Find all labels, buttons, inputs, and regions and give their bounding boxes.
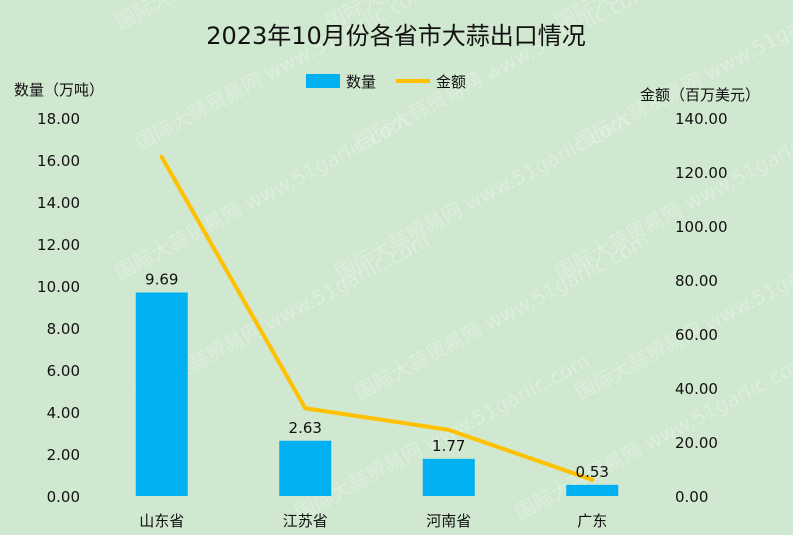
line-point-amount bbox=[303, 406, 308, 411]
y-axis-right-tick: 140.00 bbox=[675, 110, 728, 128]
x-axis-tick: 山东省 bbox=[139, 512, 184, 530]
bar-quantity bbox=[422, 458, 475, 496]
bar-quantity bbox=[566, 484, 619, 496]
bar-quantity bbox=[279, 440, 332, 496]
y-axis-left-tick: 8.00 bbox=[47, 320, 80, 338]
y-axis-right-tick: 20.00 bbox=[675, 434, 718, 452]
y-axis-left-tick: 2.00 bbox=[47, 446, 80, 464]
y-axis-right-tick: 100.00 bbox=[675, 218, 728, 236]
y-axis-left-tick: 6.00 bbox=[47, 362, 80, 380]
chart-title: 2023年10月份各省市大蒜出口情况 bbox=[206, 22, 586, 50]
line-point-amount bbox=[446, 427, 451, 432]
bar-data-label: 2.63 bbox=[289, 419, 322, 437]
line-amount bbox=[159, 155, 595, 482]
labels-layer: 9.69 2.63 1.77 0.53 bbox=[145, 271, 609, 481]
legend: 数量 金额 bbox=[306, 73, 466, 91]
y-axis-left-tick: 0.00 bbox=[47, 488, 80, 506]
y-axis-left-tick: 4.00 bbox=[47, 404, 80, 422]
line-point-amount bbox=[590, 477, 595, 482]
legend-swatch-quantity bbox=[306, 74, 340, 88]
y-axis-left-tick: 16.00 bbox=[37, 152, 80, 170]
x-axis-tick: 江苏省 bbox=[283, 512, 328, 530]
legend-label-amount: 金额 bbox=[436, 73, 466, 91]
y-axis-left-tick: 12.00 bbox=[37, 236, 80, 254]
bar-data-label: 1.77 bbox=[432, 437, 465, 455]
line-layer bbox=[159, 155, 595, 482]
y-axis-right-tick: 120.00 bbox=[675, 164, 728, 182]
y-axis-right-tick: 0.00 bbox=[675, 488, 708, 506]
bar-quantity bbox=[135, 292, 188, 496]
y-axis-right-label: 金额（百万美元） bbox=[640, 86, 760, 104]
bars-layer bbox=[135, 292, 619, 496]
y-axis-left-label: 数量（万吨） bbox=[14, 81, 104, 99]
line-point-amount bbox=[159, 155, 164, 160]
x-axis-tick: 河南省 bbox=[426, 512, 471, 530]
y-axis-right-tick: 40.00 bbox=[675, 380, 718, 398]
x-axis-tick: 广东 bbox=[577, 512, 607, 530]
legend-label-quantity: 数量 bbox=[346, 73, 376, 91]
bar-data-label: 0.53 bbox=[576, 463, 609, 481]
y-axis-left-tick: 14.00 bbox=[37, 194, 80, 212]
y-axis-right-tick: 60.00 bbox=[675, 326, 718, 344]
y-axis-right-tick: 80.00 bbox=[675, 272, 718, 290]
y-axis-left-tick: 10.00 bbox=[37, 278, 80, 296]
axes-layer: 0.00 2.00 4.00 6.00 8.00 10.00 12.00 14.00 16.00… bbox=[37, 110, 727, 530]
y-axis-left-tick: 18.00 bbox=[37, 110, 80, 128]
bar-data-label: 9.69 bbox=[145, 271, 178, 289]
